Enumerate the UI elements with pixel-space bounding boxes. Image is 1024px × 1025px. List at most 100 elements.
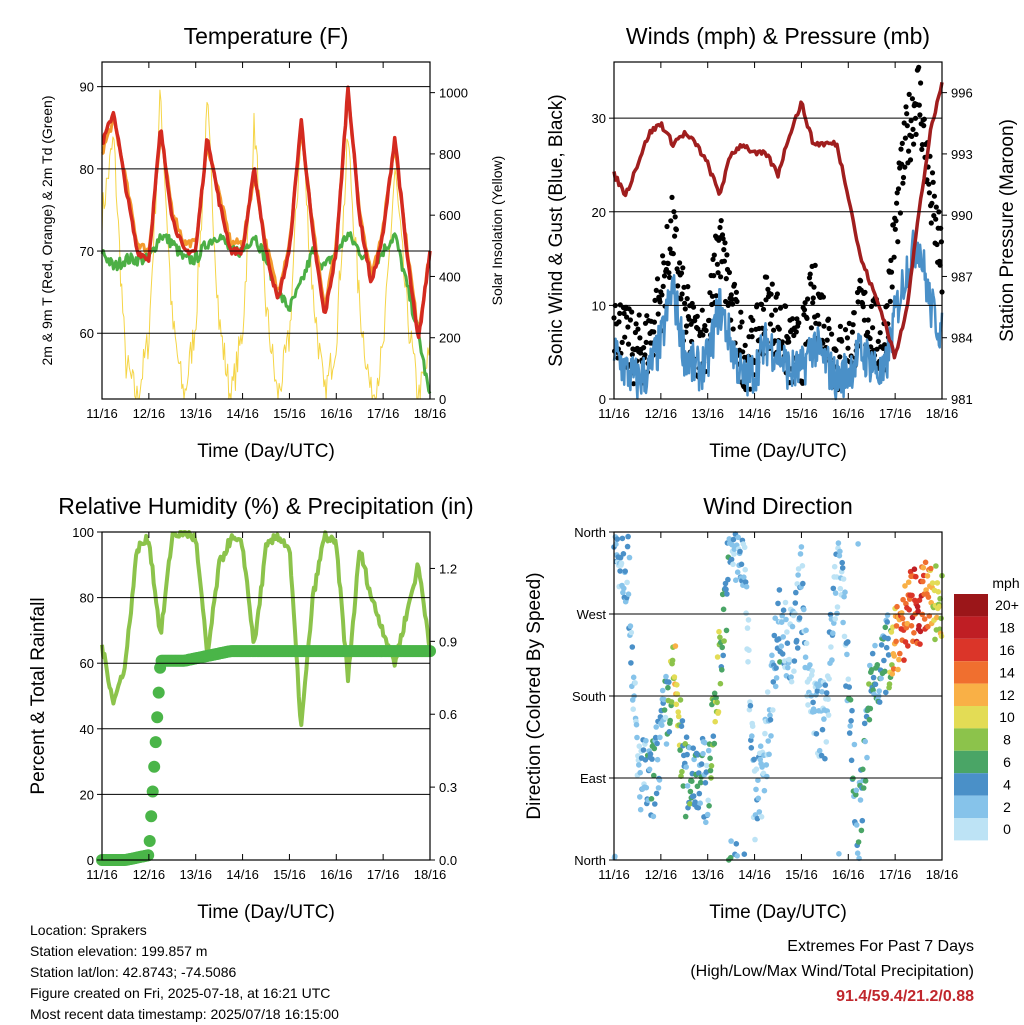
direction-point: [853, 822, 860, 828]
gust-point: [675, 283, 681, 289]
gust-point: [794, 316, 800, 322]
direction-point: [618, 560, 625, 566]
gust-point: [911, 141, 917, 147]
legend-label: 6: [1003, 754, 1011, 770]
direction-point: [619, 535, 626, 542]
gust-point: [786, 339, 792, 345]
winds-y2tick-label: 984: [951, 331, 973, 346]
legend-label: 2: [1003, 799, 1011, 815]
direction-point: [672, 643, 679, 649]
gust-point: [867, 335, 873, 342]
direction-point: [761, 787, 768, 794]
gust-point: [729, 296, 735, 302]
direction-point: [799, 563, 806, 569]
legend-label: 20+: [995, 597, 1019, 613]
sonic-wind-line: [612, 229, 944, 401]
gust-point: [643, 339, 649, 345]
direction-point: [767, 717, 774, 723]
direction-point: [840, 619, 846, 626]
direction-point: [905, 643, 911, 649]
direction-point: [917, 628, 924, 635]
gust-point: [720, 236, 726, 242]
direction-point: [724, 591, 730, 597]
direction-point: [902, 583, 908, 589]
gust-point: [892, 226, 898, 232]
direction-point: [674, 682, 680, 688]
direction-point: [648, 796, 655, 802]
direction-point: [694, 783, 701, 790]
gust-point: [664, 223, 670, 230]
direction-point: [874, 662, 881, 668]
direction-point: [854, 850, 861, 856]
direction-point: [847, 697, 854, 703]
direction-point: [823, 690, 830, 696]
direction-point: [725, 576, 731, 583]
legend-label: 12: [999, 687, 1015, 703]
direction-point: [885, 635, 891, 642]
direction-point: [770, 707, 776, 713]
direction-point: [810, 699, 816, 706]
direction-point: [768, 733, 774, 739]
extremes-subtitle: (High/Low/Max Wind/Total Precipitation): [690, 963, 974, 980]
temperature-y2tick-label: 1000: [439, 86, 468, 101]
direction-point: [837, 548, 843, 555]
direction-point: [737, 548, 743, 555]
gust-point: [926, 190, 933, 196]
gust-point: [921, 116, 927, 122]
gust-point: [660, 253, 666, 259]
gust-point: [726, 269, 733, 276]
direction-point: [898, 610, 905, 616]
winds-ytick-label: 10: [592, 298, 606, 313]
gust-point: [702, 323, 708, 329]
direction-point: [617, 568, 623, 574]
gust-point: [808, 325, 815, 331]
gust-point: [900, 174, 907, 181]
gust-point: [771, 327, 777, 333]
direction-point: [628, 660, 634, 666]
gust-point: [849, 329, 856, 335]
latlon-text: Station lat/lon: 42.8743; -74.5086: [30, 964, 237, 980]
direction-point: [860, 785, 867, 791]
direction-point: [870, 687, 876, 693]
direction-point: [911, 630, 917, 636]
direction-point: [723, 627, 730, 634]
direction-point: [653, 724, 659, 730]
direction-point: [717, 680, 724, 687]
direction-point: [652, 801, 658, 807]
direction-point: [751, 756, 757, 763]
gust-point: [907, 157, 914, 163]
gust-point: [685, 284, 691, 290]
direction-point: [833, 574, 840, 580]
gust-point: [728, 292, 734, 298]
direction-point: [800, 580, 806, 587]
direction-title: Wind Direction: [703, 493, 853, 519]
direction-point: [791, 658, 798, 664]
gust-point: [636, 312, 642, 318]
direction-point: [626, 554, 633, 561]
temperature-ytick-label: 60: [80, 326, 94, 341]
direction-point: [883, 689, 889, 696]
gust-point: [673, 227, 680, 233]
direction-point: [674, 691, 681, 697]
gust-point: [930, 179, 936, 185]
gust-point: [666, 270, 672, 276]
direction-point: [870, 674, 877, 681]
direction-point: [834, 610, 840, 617]
direction-point: [811, 708, 818, 715]
direction-point: [703, 769, 710, 775]
direction-point: [920, 564, 927, 571]
gust-point: [659, 292, 665, 298]
gust-point: [904, 111, 910, 117]
direction-point: [857, 797, 864, 803]
direction-point: [766, 751, 772, 758]
gust-point: [655, 311, 661, 317]
humidity-ytick-label: 40: [80, 722, 94, 737]
created-text: Figure created on Fri, 2025-07-18, at 16…: [30, 985, 331, 1001]
direction-point: [878, 642, 885, 648]
temperature-ytick-label: 80: [80, 162, 94, 177]
direction-point: [773, 665, 779, 671]
direction-point: [855, 541, 861, 547]
direction-point: [691, 756, 697, 763]
direction-point: [933, 563, 939, 569]
direction-point: [830, 585, 837, 592]
